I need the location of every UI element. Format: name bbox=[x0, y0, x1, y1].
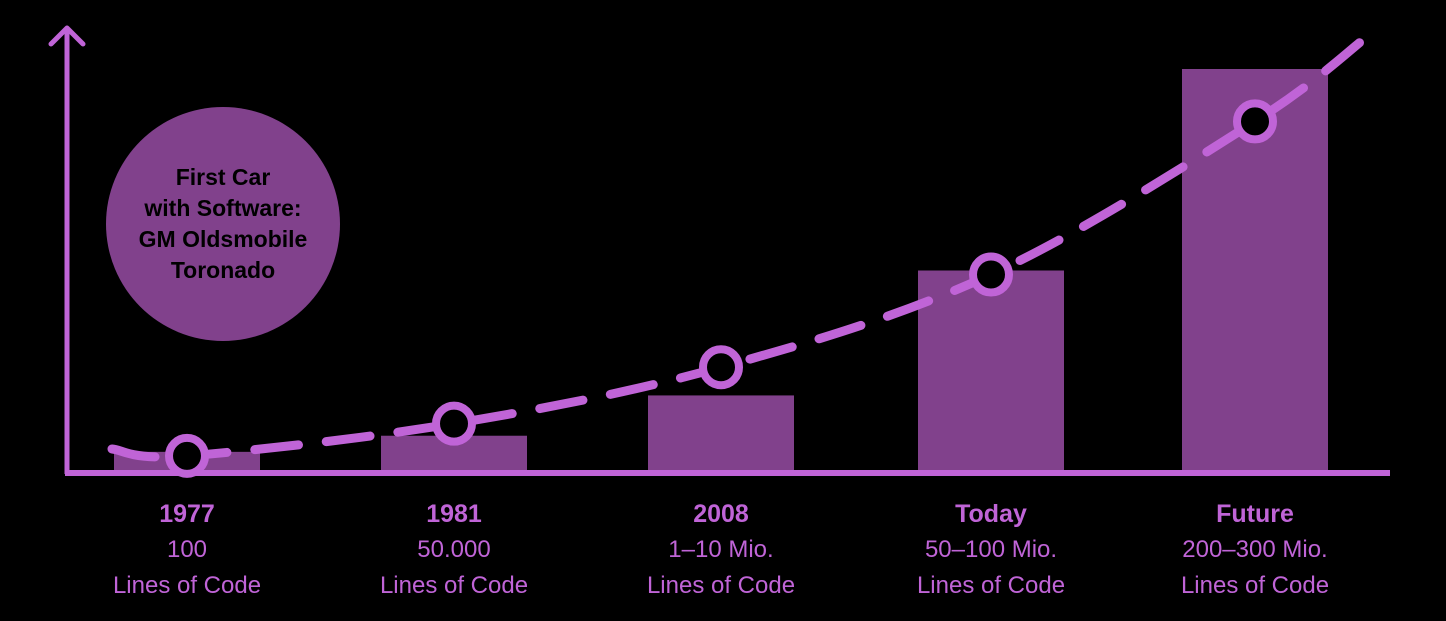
category-name: 2008 bbox=[693, 500, 749, 528]
category-label-1977: 1977 100 Lines of Code bbox=[77, 496, 297, 604]
category-name: Future bbox=[1216, 500, 1294, 528]
first-car-callout: First Car with Software: GM Oldsmobile T… bbox=[106, 107, 340, 341]
category-unit: Lines of Code bbox=[1180, 572, 1330, 599]
trend-markers bbox=[165, 99, 1277, 478]
category-name: 1977 bbox=[159, 500, 215, 528]
category-value: 1–10 Mio. bbox=[668, 536, 774, 563]
callout-line: with Software: bbox=[144, 195, 302, 221]
category-unit: Lines of Code bbox=[112, 572, 262, 599]
category-value: 50–100 Mio. bbox=[924, 536, 1058, 563]
category-name: Today bbox=[955, 500, 1027, 528]
callout-line: Toronado bbox=[170, 257, 276, 283]
category-unit: Lines of Code bbox=[916, 572, 1066, 599]
trend-marker-today bbox=[969, 252, 1013, 297]
category-unit: Lines of Code bbox=[379, 572, 529, 599]
category-unit: Lines of Code bbox=[646, 572, 796, 599]
category-label-2008: 2008 1–10 Mio. Lines of Code bbox=[611, 496, 831, 604]
callout-line: First Car bbox=[175, 164, 271, 190]
category-name: 1981 bbox=[426, 500, 482, 528]
category-value: 50.000 bbox=[417, 536, 491, 563]
category-value: 100 bbox=[166, 536, 208, 563]
bar-today bbox=[918, 270, 1064, 472]
trend-marker-1981 bbox=[432, 401, 476, 446]
callout-line: GM Oldsmobile bbox=[138, 226, 308, 252]
trend-marker-future bbox=[1233, 99, 1277, 144]
category-value: 200–300 Mio. bbox=[1182, 536, 1328, 563]
y-axis-arrowhead bbox=[48, 25, 86, 47]
category-label-1981: 1981 50.000 Lines of Code bbox=[344, 496, 564, 604]
bar-2008 bbox=[648, 395, 794, 472]
category-label-future: Future 200–300 Mio. Lines of Code bbox=[1145, 496, 1365, 604]
trend-marker-1977 bbox=[165, 433, 209, 478]
category-label-today: Today 50–100 Mio. Lines of Code bbox=[881, 496, 1101, 604]
trend-marker-2008 bbox=[699, 345, 743, 390]
